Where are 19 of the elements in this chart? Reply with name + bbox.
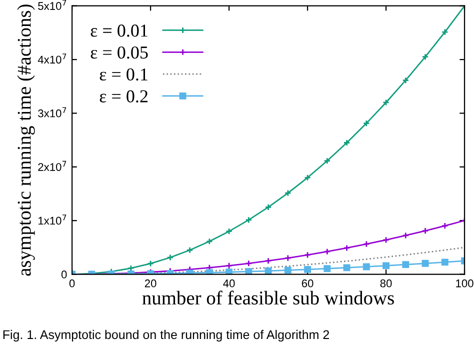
x-tick-label: 80 [380, 279, 392, 288]
x-tick-label: 20 [144, 279, 156, 288]
x-tick-label: 100 [456, 279, 474, 288]
x-tick-label: 40 [223, 279, 235, 288]
y-tick-label: 2x10$^{7}$ [38, 160, 66, 171]
y-tick-label: 1x10$^{7}$ [38, 214, 66, 225]
x-tick-label: 60 [302, 279, 314, 288]
y-tick-label: 4x10$^{7}$ [38, 54, 66, 64]
x-axis-title: number of feasible sub windows [142, 290, 394, 305]
legend-label: ε = 0.2 [100, 90, 148, 103]
legend-label: ε = 0.05 [90, 46, 148, 59]
x-tick-label: 0 [69, 279, 75, 288]
legend-label: ε = 0.01 [90, 24, 148, 37]
y-tick-label: 5x10$^{7}$ [38, 0, 66, 10]
legend-label: ε = 0.1 [100, 68, 148, 81]
caption: Fig. 1. Asymptotic bound on the running time of Algorithm 2 [3, 330, 330, 342]
y-axis-title: asymptotic running time (#actions) [17, 4, 35, 276]
y-tick-label: 0 [61, 270, 67, 278]
y-tick-label: 3x10$^{7}$ [38, 107, 66, 118]
